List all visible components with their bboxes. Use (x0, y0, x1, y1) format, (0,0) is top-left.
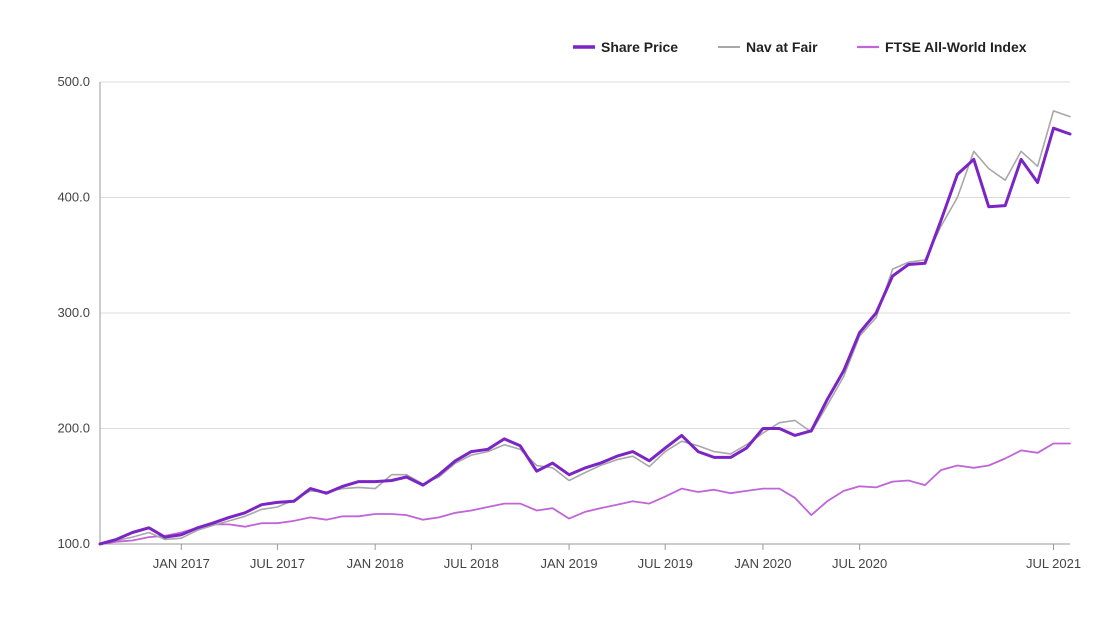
x-tick-label: JUL 2018 (444, 556, 499, 571)
y-tick-label: 400.0 (57, 190, 90, 205)
axes (99, 82, 1070, 550)
x-tick-label: JAN 2018 (347, 556, 404, 571)
x-tick-label: JUL 2021 (1026, 556, 1081, 571)
y-tick-label: 500.0 (57, 74, 90, 89)
y-tick-label: 300.0 (57, 305, 90, 320)
legend-item-share-price[interactable]: Share Price (573, 39, 678, 55)
x-tick-label: JAN 2020 (734, 556, 791, 571)
legend[interactable]: Share Price Nav at Fair FTSE All-World Ind… (573, 39, 1027, 55)
y-tick-label: 200.0 (57, 421, 90, 436)
x-tick-label: JUL 2020 (832, 556, 887, 571)
x-tick-label: JAN 2017 (153, 556, 210, 571)
y-tick-label: 100.0 (57, 536, 90, 551)
series-lines (98, 110, 1072, 546)
y-tick-labels: 100.0 200.0 300.0 400.0 500.0 (57, 74, 90, 551)
series-line-nav-at-fair (99, 110, 1071, 545)
grid (100, 81, 1070, 545)
legend-item-ftse-all-world[interactable]: FTSE All-World Index (857, 39, 1027, 55)
series-line-share-price (98, 126, 1072, 546)
x-tick-label: JUL 2017 (250, 556, 305, 571)
legend-label: Share Price (601, 39, 678, 55)
legend-item-nav-at-fair[interactable]: Nav at Fair (718, 39, 818, 55)
x-tick-label: JUL 2019 (638, 556, 693, 571)
legend-label: FTSE All-World Index (885, 39, 1027, 55)
series-line-ftse-all-world (99, 442, 1071, 545)
legend-label: Nav at Fair (746, 39, 818, 55)
x-tick-labels: JAN 2017 JUL 2017 JAN 2018 JUL 2018 JAN 2019… (153, 556, 1081, 571)
x-tick-label: JAN 2019 (541, 556, 598, 571)
